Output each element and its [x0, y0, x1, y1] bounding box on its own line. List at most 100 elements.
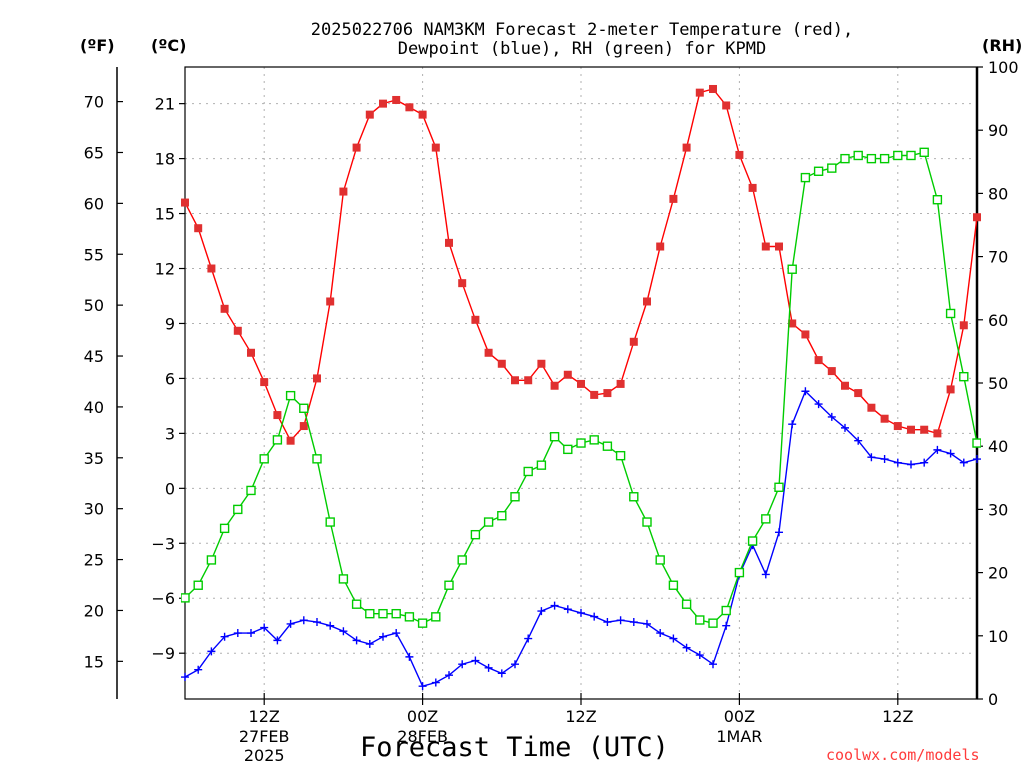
dewpoint-point: [656, 629, 665, 638]
x-tick-year: 2025: [244, 746, 285, 765]
dewpoint-point: [563, 605, 572, 614]
dewpoint-point: [616, 616, 625, 625]
dewpoint-point: [207, 647, 216, 656]
rh-point: [404, 612, 415, 622]
rh-point: [510, 492, 520, 502]
rh-point: [747, 536, 758, 546]
rh-tick-label: 20: [988, 564, 1008, 583]
dewpoint-point: [497, 669, 506, 678]
temperature-point: [550, 381, 559, 390]
dewpoint-point: [379, 632, 387, 641]
temperature-point: [220, 304, 229, 313]
rh-point: [787, 264, 797, 274]
dewpoint-point: [220, 632, 229, 641]
dewpoint-point: [590, 612, 599, 621]
chart-title-line-2: Dewpoint (blue), RH (green) for KPMD: [397, 39, 767, 59]
temperature-point: [207, 264, 216, 273]
dewpoint-point: [431, 678, 440, 687]
rh-point: [879, 153, 890, 164]
rh-point: [246, 485, 256, 496]
dewpoint-point: [445, 671, 453, 680]
celsius-tick-label: 15: [155, 205, 175, 224]
dewpoint-point: [471, 656, 480, 665]
dewpoint-point: [788, 420, 797, 429]
temperature-point: [431, 143, 440, 152]
dewpoint-point: [537, 607, 546, 616]
celsius-tick-label: 0: [165, 479, 175, 498]
rh-point: [681, 599, 692, 609]
rh-point: [431, 612, 441, 622]
rh-point: [853, 150, 863, 161]
fahrenheit-tick-label: 20: [84, 601, 104, 620]
temperature-point: [497, 359, 506, 368]
rh-tick-label: 50: [988, 374, 1008, 393]
dewpoint-point: [458, 660, 467, 669]
celsius-tick-label: 3: [165, 424, 175, 443]
fahrenheit-tick-label: 65: [84, 143, 104, 162]
fahrenheit-tick-label: 50: [84, 296, 104, 315]
rh-point: [193, 580, 203, 590]
dewpoint-point: [577, 608, 585, 617]
celsius-tick-label: 9: [165, 314, 175, 333]
rh-point: [470, 529, 481, 540]
x-tick-date: 28FEB: [397, 727, 448, 746]
x-tick-label: 12Z: [565, 707, 596, 726]
dewpoint-point: [247, 629, 255, 638]
rh-point: [919, 147, 929, 158]
rh-point: [536, 460, 547, 470]
temperature-point: [827, 367, 836, 376]
rh-point: [866, 153, 877, 164]
dewpoint-point: [524, 634, 533, 643]
dewpoint-point: [339, 627, 348, 636]
temperature-point: [973, 213, 981, 222]
rh-point: [800, 172, 811, 183]
rh-point: [695, 615, 705, 625]
rh-point: [932, 195, 943, 205]
temperature-point: [511, 376, 519, 385]
rh-point: [299, 403, 309, 413]
dewpoint-point: [181, 673, 189, 682]
x-tick-date: 1MAR: [716, 727, 762, 746]
temperature-point: [233, 326, 242, 335]
dewpoint-point: [313, 618, 321, 627]
dewpoint-point: [867, 453, 876, 462]
rh-point: [563, 444, 573, 455]
rh-tick-label: 60: [988, 311, 1008, 330]
rh-point: [734, 567, 745, 578]
temperature-point: [735, 150, 744, 159]
dewpoint-point: [801, 387, 810, 396]
temperature-point: [418, 110, 427, 119]
dewpoint-point: [629, 618, 638, 627]
fahrenheit-tick-label: 60: [84, 194, 104, 213]
rh-point: [629, 492, 639, 502]
temperature-point: [841, 381, 849, 390]
temperature-point: [748, 183, 757, 192]
x-tick-label: 12Z: [882, 707, 913, 726]
temperature-point: [669, 194, 678, 203]
chart-title-line-1: 2025022706 NAM3KM Forecast 2-meter Tempe…: [310, 20, 854, 40]
temperature-point: [933, 429, 942, 438]
rh-point: [378, 608, 388, 619]
x-tick-label: 00Z: [724, 707, 755, 726]
temperature-point: [339, 187, 348, 196]
temperature-point: [867, 403, 876, 412]
dewpoint-point: [326, 621, 335, 630]
rh-point: [602, 441, 613, 451]
temperature-point: [563, 370, 572, 379]
rh-tick-label: 70: [988, 248, 1008, 267]
dewpoint-point: [814, 400, 823, 409]
rh-point: [483, 517, 494, 527]
fahrenheit-tick-label: 15: [84, 652, 104, 671]
rh-point: [774, 482, 784, 492]
temperature-point: [603, 389, 612, 398]
fahrenheit-tick-label: 40: [84, 398, 104, 417]
rh-point: [827, 163, 837, 173]
temperature-point: [946, 385, 955, 394]
rh-tick-label: 90: [988, 121, 1008, 140]
rh-point: [325, 517, 335, 527]
rh-point: [417, 618, 428, 628]
dewpoint-point: [722, 621, 731, 630]
dewpoint-point: [827, 412, 836, 421]
credit-link[interactable]: coolwx.com/models: [826, 746, 980, 764]
